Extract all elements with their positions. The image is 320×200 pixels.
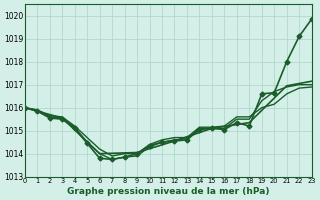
X-axis label: Graphe pression niveau de la mer (hPa): Graphe pression niveau de la mer (hPa) [67, 187, 269, 196]
